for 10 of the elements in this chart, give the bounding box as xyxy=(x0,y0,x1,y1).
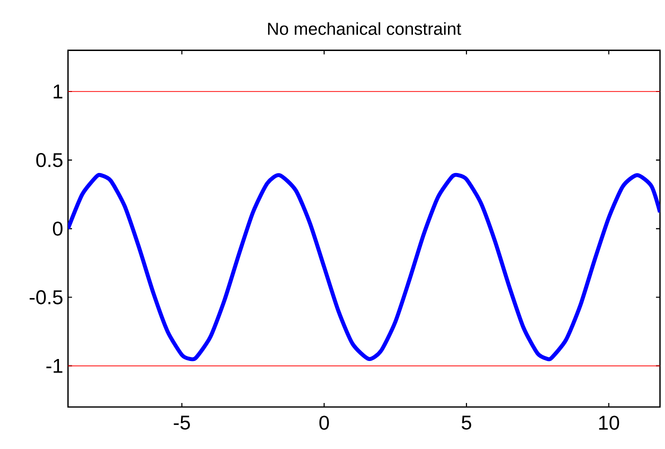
y-tick-label: 1 xyxy=(54,84,62,98)
y-tick-label: -1 xyxy=(46,358,62,373)
y-tick-label: 0 xyxy=(52,222,63,236)
x-tick-label: 5 xyxy=(462,416,472,430)
y-tick-label: -0.5 xyxy=(30,290,62,304)
x-tick-label: -5 xyxy=(174,416,190,430)
y-tick-label: 0.5 xyxy=(36,152,62,168)
x-tick-label: 0 xyxy=(319,416,329,430)
chart-title: No mechanical constraint xyxy=(268,22,462,35)
x-tick-label: 10 xyxy=(599,416,620,430)
